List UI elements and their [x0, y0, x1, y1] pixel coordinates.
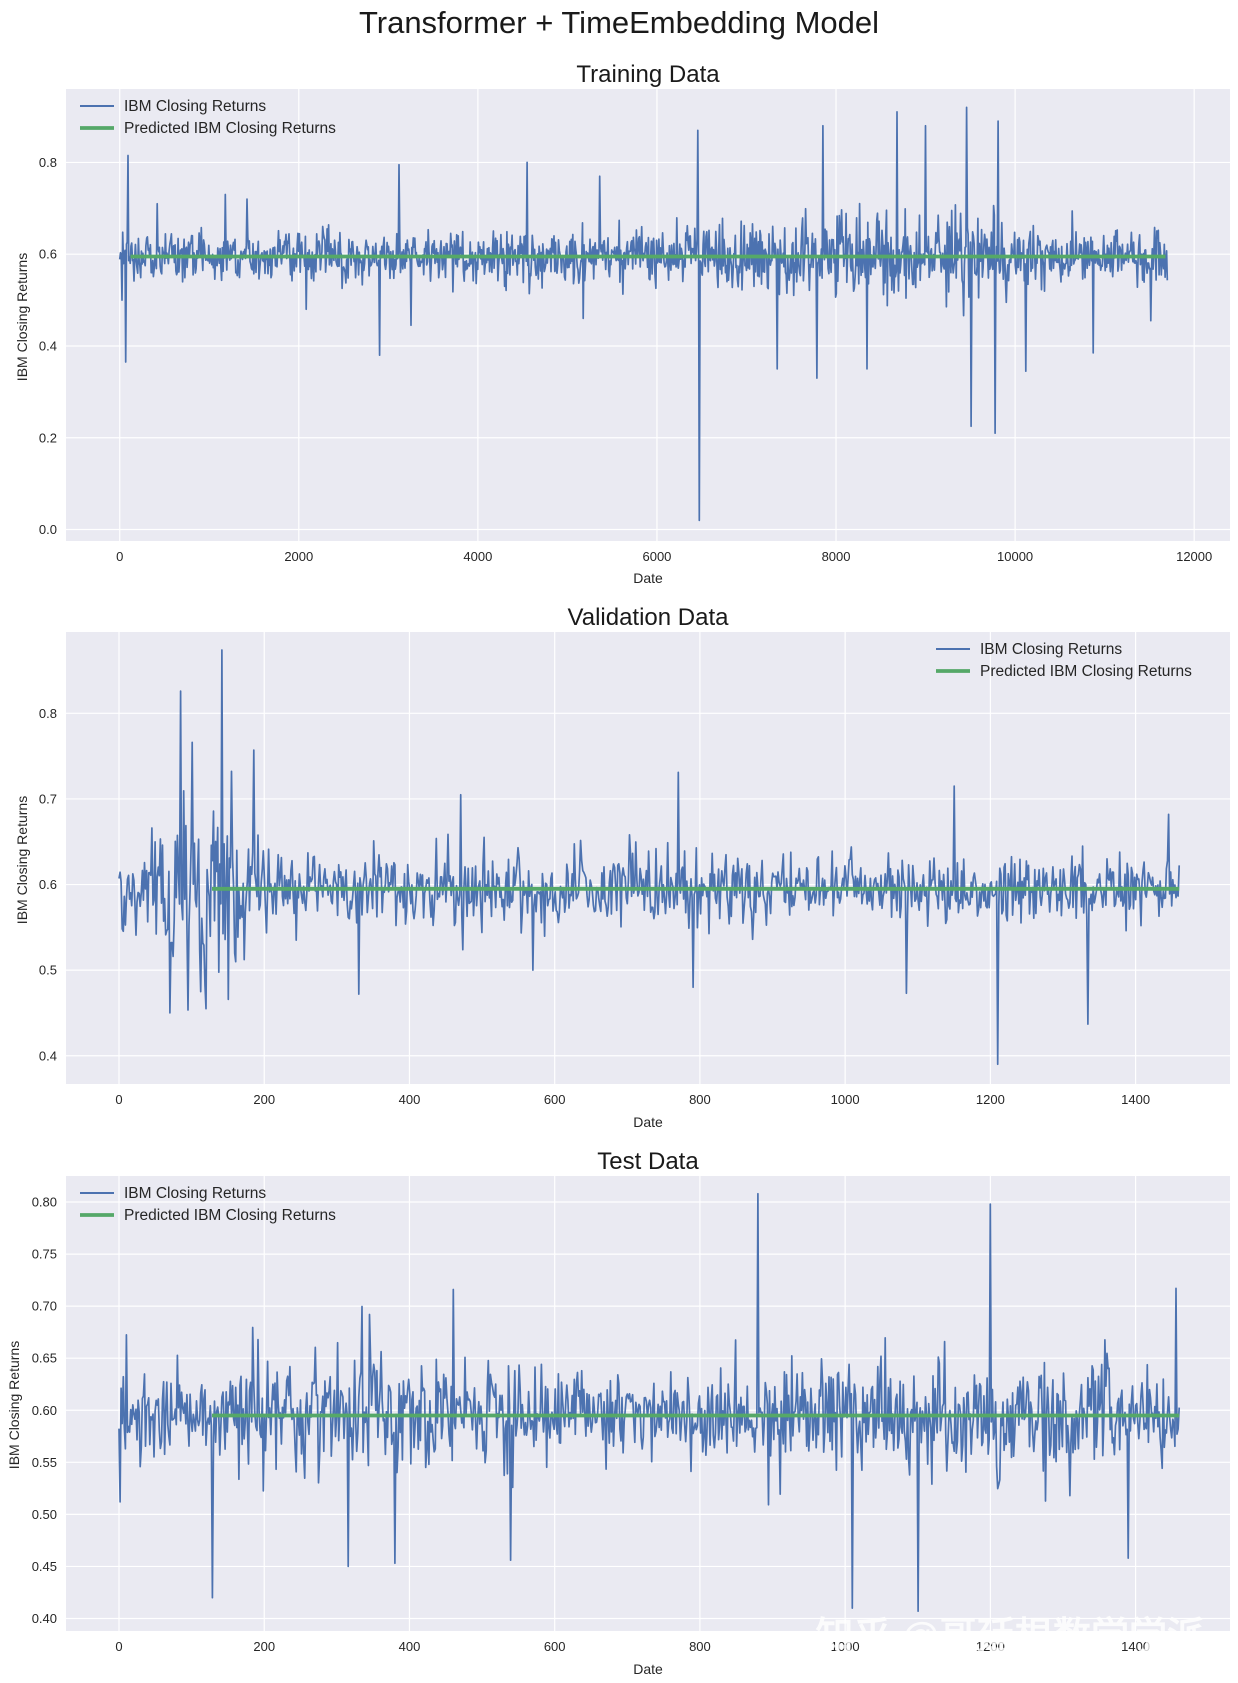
- test-x-tick-label: 1200: [976, 1639, 1005, 1654]
- validation-x-tick-label: 800: [689, 1092, 711, 1107]
- test-y-tick-label: 0.40: [32, 1611, 57, 1626]
- validation-y-tick-label: 0.6: [39, 877, 57, 892]
- validation-data-panel: Validation Data Date IBM Closing Returns…: [14, 604, 1230, 1130]
- training-y-tick-label: 0.2: [39, 430, 57, 445]
- validation-y-axis-label: IBM Closing Returns: [14, 796, 30, 924]
- validation-actual-returns-line: [118, 649, 1181, 1066]
- training-x-tick-label: 8000: [822, 549, 851, 564]
- test-y-tick-label: 0.80: [32, 1195, 57, 1210]
- validation-x-tick-label: 1400: [1121, 1092, 1150, 1107]
- training-x-tick-label: 6000: [642, 549, 671, 564]
- validation-x-tick-label: 1000: [831, 1092, 860, 1107]
- test-x-tick-label: 400: [399, 1639, 421, 1654]
- training-y-tick-label: 0.8: [39, 155, 57, 170]
- test-data-panel: Test Data Date IBM Closing Returns 0 200 4…: [6, 1148, 1230, 1677]
- training-x-axis-label: Date: [633, 570, 663, 586]
- training-panel-title: Training Data: [576, 61, 720, 88]
- validation-y-tick-label: 0.7: [39, 791, 57, 806]
- training-y-tick-label: 0.4: [39, 338, 57, 353]
- validation-x-axis-label: Date: [633, 1114, 663, 1130]
- training-y-axis-label: IBM Closing Returns: [14, 253, 30, 381]
- validation-panel-title: Validation Data: [568, 604, 730, 631]
- test-y-tick-label: 0.50: [32, 1507, 57, 1522]
- training-x-tick-label: 2000: [284, 549, 313, 564]
- training-y-tick-label: 0.0: [39, 522, 57, 537]
- test-x-tick-label: 1000: [831, 1639, 860, 1654]
- validation-legend-actual-label: IBM Closing Returns: [980, 641, 1122, 658]
- test-y-tick-label: 0.45: [32, 1559, 57, 1574]
- test-x-tick-label: 800: [689, 1639, 711, 1654]
- test-y-tick-label: 0.70: [32, 1299, 57, 1314]
- training-y-tick-label: 0.6: [39, 247, 57, 262]
- watermark: 知乎 @哥廷根数学学派: [815, 1615, 1205, 1658]
- validation-legend-predicted-label: Predicted IBM Closing Returns: [980, 663, 1192, 680]
- figure-title: Transformer + TimeEmbedding Model: [359, 5, 879, 40]
- training-x-tick-label: 12000: [1176, 549, 1212, 564]
- test-x-tick-label: 1400: [1121, 1639, 1150, 1654]
- validation-y-tick-label: 0.4: [39, 1048, 57, 1063]
- test-y-tick-label: 0.75: [32, 1247, 57, 1262]
- training-legend-predicted-label: Predicted IBM Closing Returns: [124, 120, 336, 137]
- validation-x-tick-label: 0: [115, 1092, 122, 1107]
- test-y-tick-label: 0.65: [32, 1351, 57, 1366]
- validation-x-tick-label: 400: [399, 1092, 421, 1107]
- test-legend-actual-label: IBM Closing Returns: [124, 1185, 266, 1202]
- validation-x-tick-label: 600: [544, 1092, 566, 1107]
- test-y-axis-label: IBM Closing Returns: [6, 1341, 22, 1469]
- validation-y-tick-label: 0.8: [39, 706, 57, 721]
- training-plot-area: [66, 89, 1230, 541]
- test-x-tick-label: 200: [253, 1639, 275, 1654]
- training-data-panel: Training Data Date IBM Closing Returns 0…: [14, 61, 1230, 586]
- test-y-tick-label: 0.55: [32, 1455, 57, 1470]
- training-x-tick-label: 10000: [997, 549, 1033, 564]
- test-x-axis-label: Date: [633, 1661, 663, 1677]
- test-panel-title: Test Data: [597, 1148, 699, 1175]
- training-x-tick-label: 0: [116, 549, 123, 564]
- validation-y-tick-label: 0.5: [39, 963, 57, 978]
- test-y-tick-label: 0.60: [32, 1403, 57, 1418]
- validation-x-tick-label: 200: [253, 1092, 275, 1107]
- training-legend-actual-label: IBM Closing Returns: [124, 98, 266, 115]
- training-x-tick-label: 4000: [463, 549, 492, 564]
- validation-x-tick-label: 1200: [976, 1092, 1005, 1107]
- test-x-tick-label: 0: [115, 1639, 122, 1654]
- test-x-tick-label: 600: [544, 1639, 566, 1654]
- test-legend-predicted-label: Predicted IBM Closing Returns: [124, 1207, 336, 1224]
